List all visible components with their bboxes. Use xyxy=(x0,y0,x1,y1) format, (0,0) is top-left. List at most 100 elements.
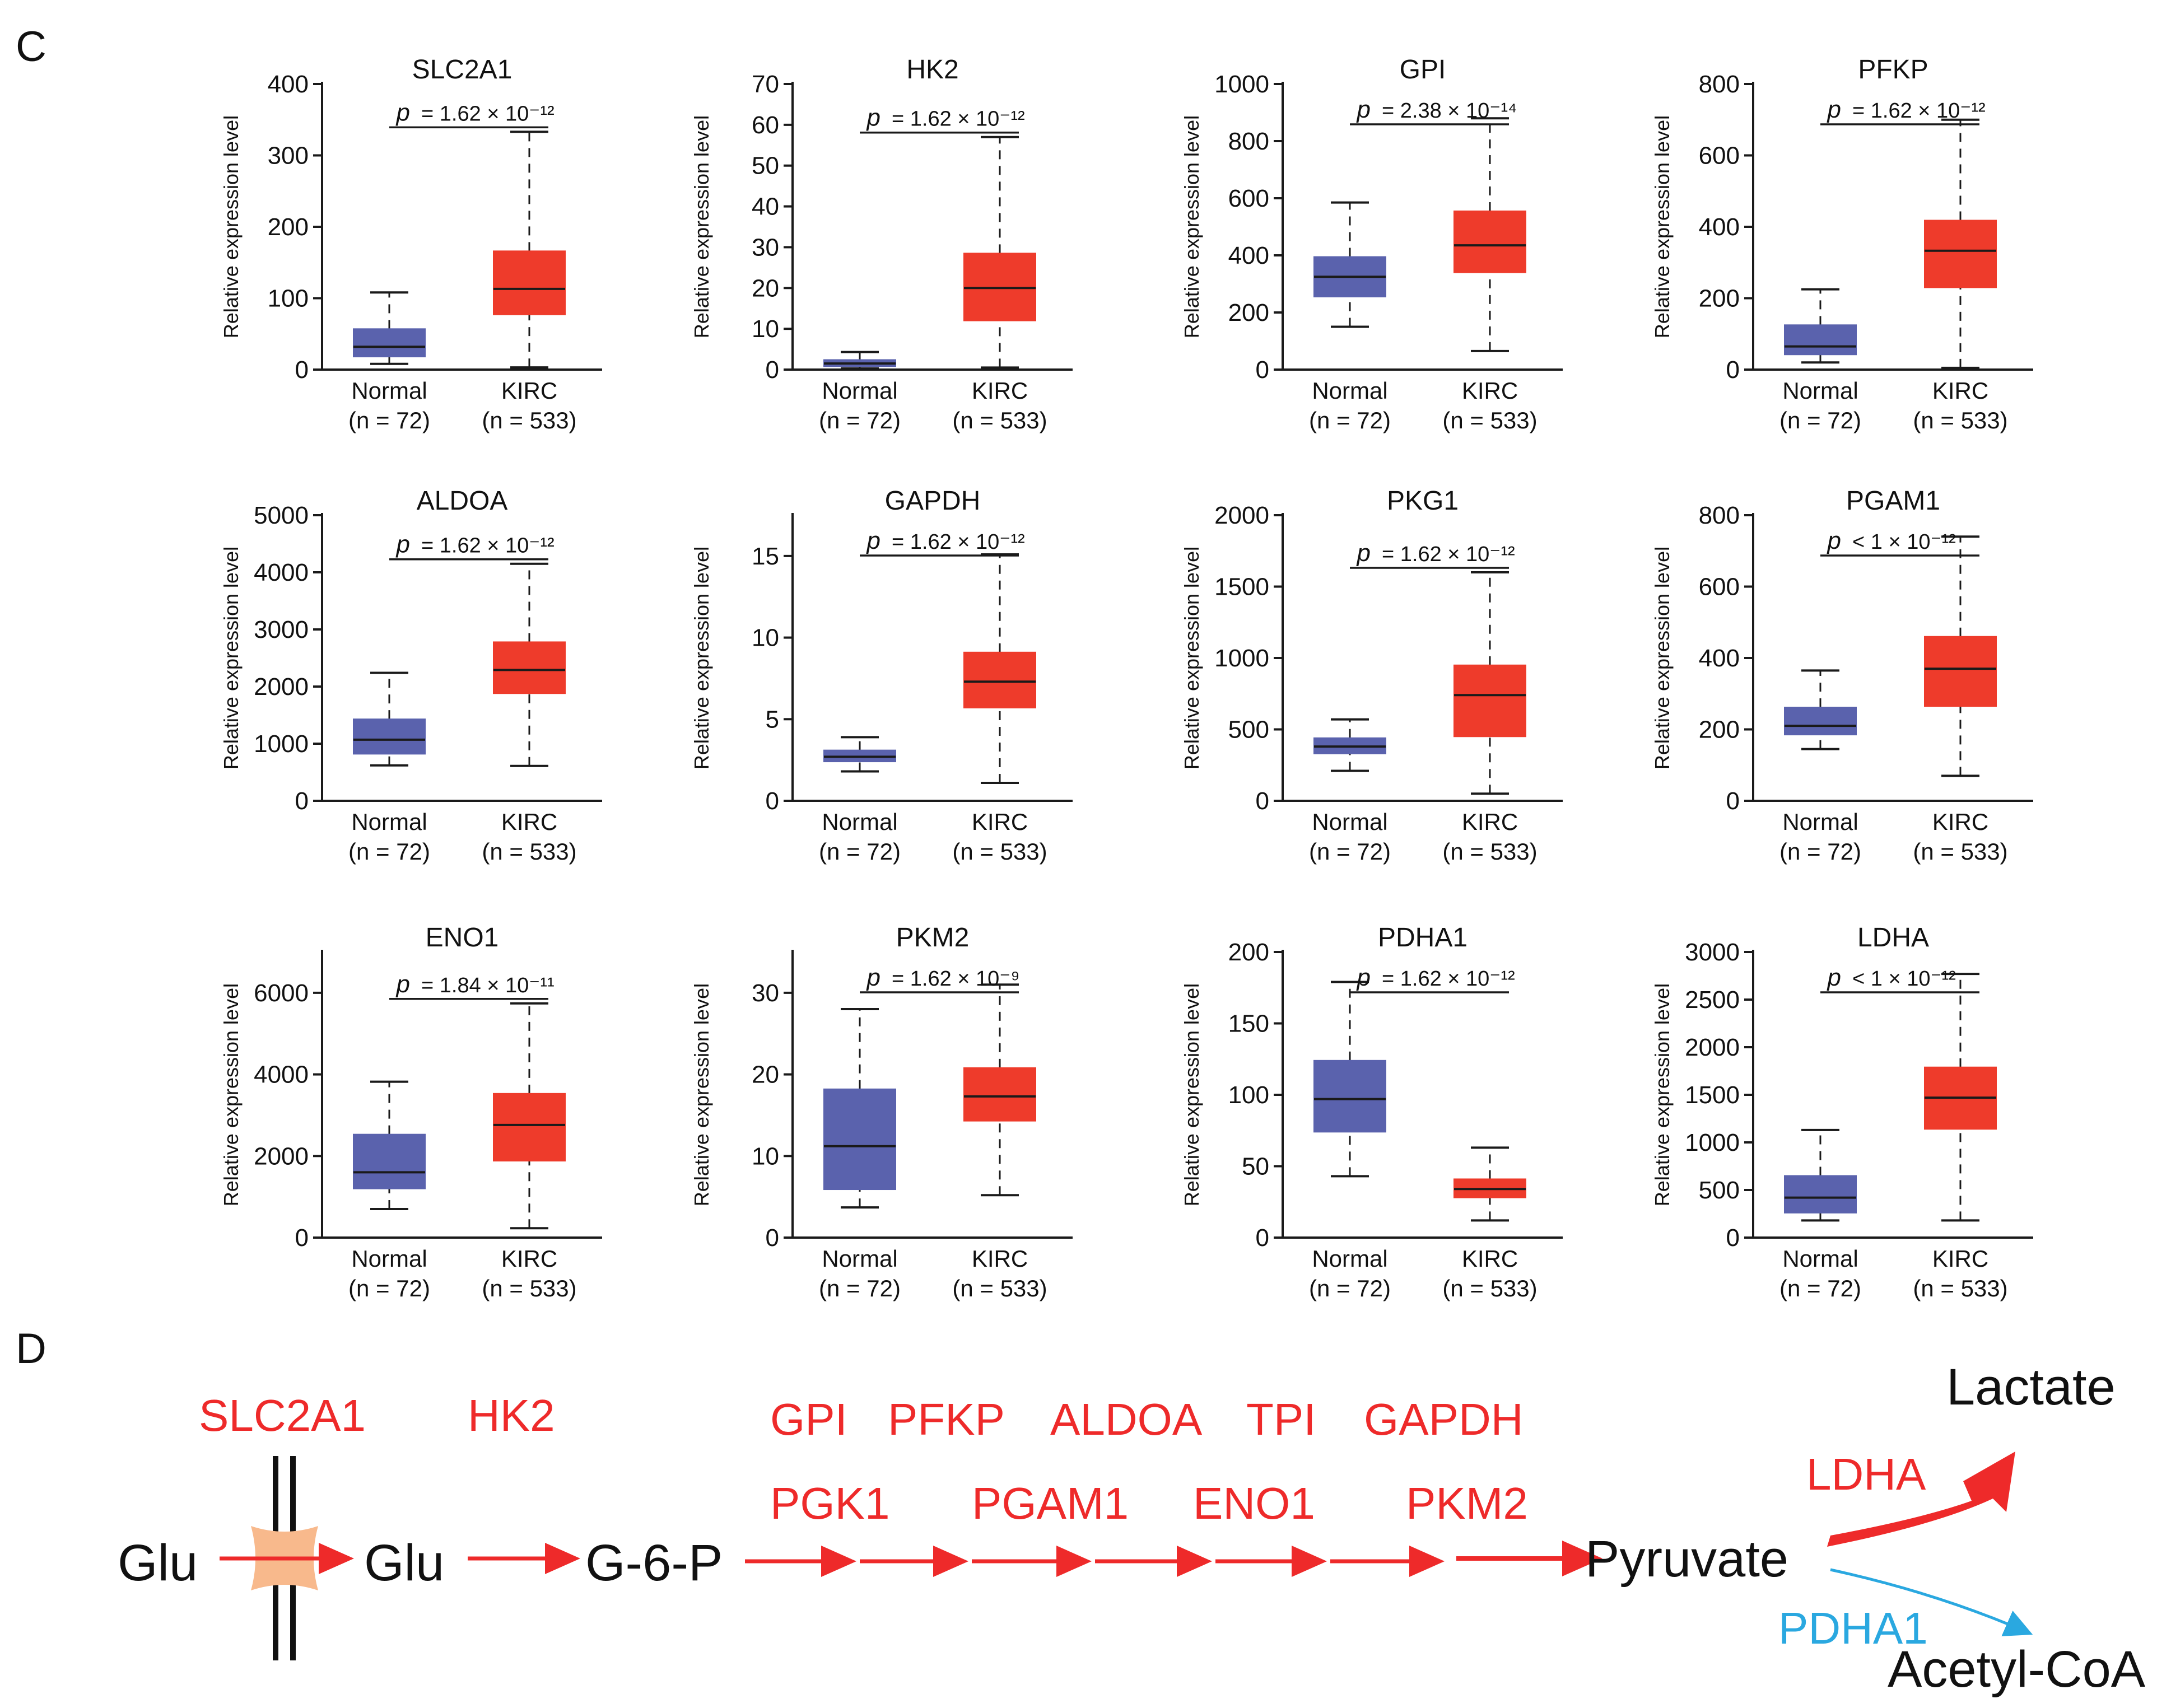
box-kirc xyxy=(1924,636,1997,707)
y-axis-label: Relative expression level xyxy=(1180,547,1203,769)
p-label: p xyxy=(1827,96,1841,123)
y-tick-label: 0 xyxy=(766,787,779,815)
box-normal xyxy=(823,1088,896,1191)
p-label: p xyxy=(1827,527,1841,554)
y-tick-label: 600 xyxy=(1699,142,1740,170)
group-size: (n = 533) xyxy=(1442,407,1537,433)
box-normal xyxy=(353,328,426,358)
group-size: (n = 72) xyxy=(1309,838,1391,865)
group-label: KIRC xyxy=(501,377,557,404)
chart-title-pgam1: PGAM1 xyxy=(1846,486,1940,516)
panel-label-d: D xyxy=(16,1325,46,1373)
enzyme-gpi: GPI xyxy=(770,1394,847,1444)
y-tick-label: 0 xyxy=(766,356,779,384)
group-label: Normal xyxy=(1312,809,1387,835)
p-value: < 1 × 10⁻¹² xyxy=(1852,967,1956,991)
p-value: = 1.84 × 10⁻¹¹ xyxy=(421,974,555,997)
group-label: KIRC xyxy=(501,1245,557,1272)
chart-title-eno1: ENO1 xyxy=(426,923,499,953)
enzyme-aldoa: ALDOA xyxy=(1050,1394,1203,1444)
group-label: KIRC xyxy=(972,1245,1028,1272)
p-label: p xyxy=(1827,964,1841,991)
y-tick-label: 30 xyxy=(752,234,779,261)
group-size: (n = 72) xyxy=(348,407,430,433)
group-size: (n = 533) xyxy=(482,407,576,433)
group-label: KIRC xyxy=(1462,1245,1518,1272)
p-label: p xyxy=(866,964,880,991)
y-tick-label: 3000 xyxy=(254,616,309,643)
y-axis-label: Relative expression level xyxy=(690,547,713,769)
y-tick-label: 6000 xyxy=(254,979,309,1007)
y-tick-label: 800 xyxy=(1699,502,1740,529)
y-tick-label: 1000 xyxy=(1214,645,1269,672)
y-tick-label: 10 xyxy=(752,624,779,652)
y-tick-label: 10 xyxy=(752,1142,779,1170)
group-size: (n = 72) xyxy=(1779,838,1861,865)
pyruvate-label: Pyruvate xyxy=(1585,1530,1788,1588)
p-label: p xyxy=(395,531,410,558)
p-value: = 1.62 × 10⁻¹² xyxy=(892,530,1025,554)
box-normal xyxy=(1784,324,1857,356)
chart-title-pdha1: PDHA1 xyxy=(1378,923,1467,953)
glycolysis-pathway: Glu Glu G-6-P Pyruvate Lactate Acetyl-Co… xyxy=(118,1359,2146,1698)
arrow-ldha xyxy=(1827,1452,2015,1547)
enzyme-pdha1: PDHA1 xyxy=(1778,1603,1928,1653)
group-label: Normal xyxy=(1312,377,1387,404)
enzyme-ldha: LDHA xyxy=(1806,1449,1926,1499)
p-value: = 1.62 × 10⁻¹² xyxy=(421,102,555,125)
y-tick-label: 0 xyxy=(1256,356,1269,384)
panel-label-c: C xyxy=(16,23,46,71)
y-tick-label: 70 xyxy=(752,71,779,98)
y-tick-label: 2000 xyxy=(254,673,309,701)
box-kirc xyxy=(1924,220,1997,288)
p-value: = 1.62 × 10⁻¹² xyxy=(1382,967,1515,991)
group-label: KIRC xyxy=(501,809,557,835)
y-axis-label: Relative expression level xyxy=(220,115,243,338)
p-label: p xyxy=(395,970,410,998)
y-tick-label: 4000 xyxy=(254,559,309,586)
y-tick-label: 2000 xyxy=(1685,1034,1740,1061)
group-label: KIRC xyxy=(972,377,1028,404)
y-tick-label: 20 xyxy=(752,274,779,302)
group-label: Normal xyxy=(1782,809,1858,835)
y-tick-label: 5000 xyxy=(254,502,309,529)
y-tick-label: 2000 xyxy=(254,1142,309,1170)
y-tick-label: 0 xyxy=(1726,1224,1740,1252)
y-tick-label: 0 xyxy=(295,787,309,815)
y-axis-label: Relative expression level xyxy=(1651,547,1674,769)
box-normal xyxy=(1784,1175,1857,1214)
box-kirc xyxy=(963,651,1036,708)
p-label: p xyxy=(1356,96,1371,123)
p-value: = 1.62 × 10⁻⁹ xyxy=(892,967,1020,991)
chart-title-hk2: HK2 xyxy=(906,55,958,85)
group-label: Normal xyxy=(1782,1245,1858,1272)
group-size: (n = 72) xyxy=(819,838,901,865)
enzyme-pgam1: PGAM1 xyxy=(972,1478,1129,1528)
chart-title-gapdh: GAPDH xyxy=(885,486,981,516)
y-axis-label: Relative expression level xyxy=(1651,983,1674,1206)
y-axis-label: Relative expression level xyxy=(1180,115,1203,338)
group-size: (n = 72) xyxy=(1309,407,1391,433)
group-label: KIRC xyxy=(1462,809,1518,835)
enzyme-tpi: TPI xyxy=(1246,1394,1316,1444)
y-tick-label: 800 xyxy=(1228,128,1269,155)
group-size: (n = 533) xyxy=(482,1275,576,1301)
group-label: Normal xyxy=(822,1245,897,1272)
p-label: p xyxy=(395,99,410,126)
y-tick-label: 200 xyxy=(1699,716,1740,744)
y-tick-label: 500 xyxy=(1699,1177,1740,1204)
enzyme-hk2: HK2 xyxy=(468,1390,555,1440)
y-tick-label: 0 xyxy=(766,1224,779,1252)
g6p-label: G-6-P xyxy=(585,1534,723,1592)
y-tick-label: 60 xyxy=(752,111,779,139)
y-tick-label: 100 xyxy=(268,285,309,312)
enzyme-gapdh: GAPDH xyxy=(1364,1394,1524,1444)
chart-title-pfkp: PFKP xyxy=(1858,55,1928,85)
y-tick-label: 150 xyxy=(1228,1010,1269,1038)
y-tick-label: 0 xyxy=(1256,1224,1269,1252)
y-axis-label: Relative expression level xyxy=(690,115,713,338)
y-tick-label: 500 xyxy=(1228,716,1269,744)
p-label: p xyxy=(1356,964,1371,991)
group-size: (n = 72) xyxy=(348,1275,430,1301)
